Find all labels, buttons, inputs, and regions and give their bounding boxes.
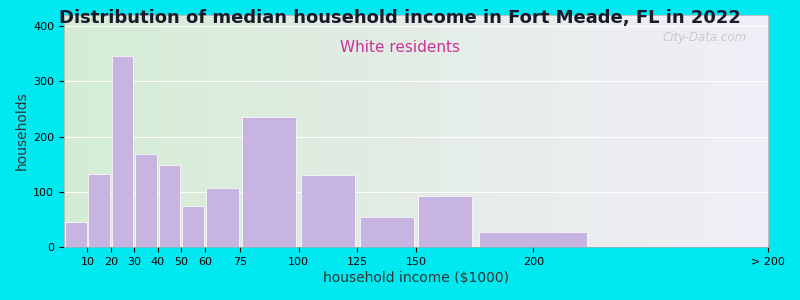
- Bar: [418, 196, 472, 247]
- Text: White residents: White residents: [340, 40, 460, 56]
- Bar: [360, 217, 414, 247]
- X-axis label: household income ($1000): household income ($1000): [323, 271, 509, 285]
- Bar: [159, 165, 181, 247]
- Bar: [65, 222, 86, 247]
- Text: City-Data.com: City-Data.com: [663, 31, 747, 44]
- Y-axis label: households: households: [15, 92, 29, 170]
- Text: Distribution of median household income in Fort Meade, FL in 2022: Distribution of median household income …: [59, 9, 741, 27]
- Bar: [89, 174, 110, 247]
- Bar: [242, 117, 296, 247]
- Bar: [135, 154, 157, 247]
- Bar: [182, 206, 204, 247]
- Bar: [206, 188, 238, 247]
- Bar: [479, 232, 587, 247]
- Bar: [301, 175, 355, 247]
- Bar: [112, 56, 134, 247]
